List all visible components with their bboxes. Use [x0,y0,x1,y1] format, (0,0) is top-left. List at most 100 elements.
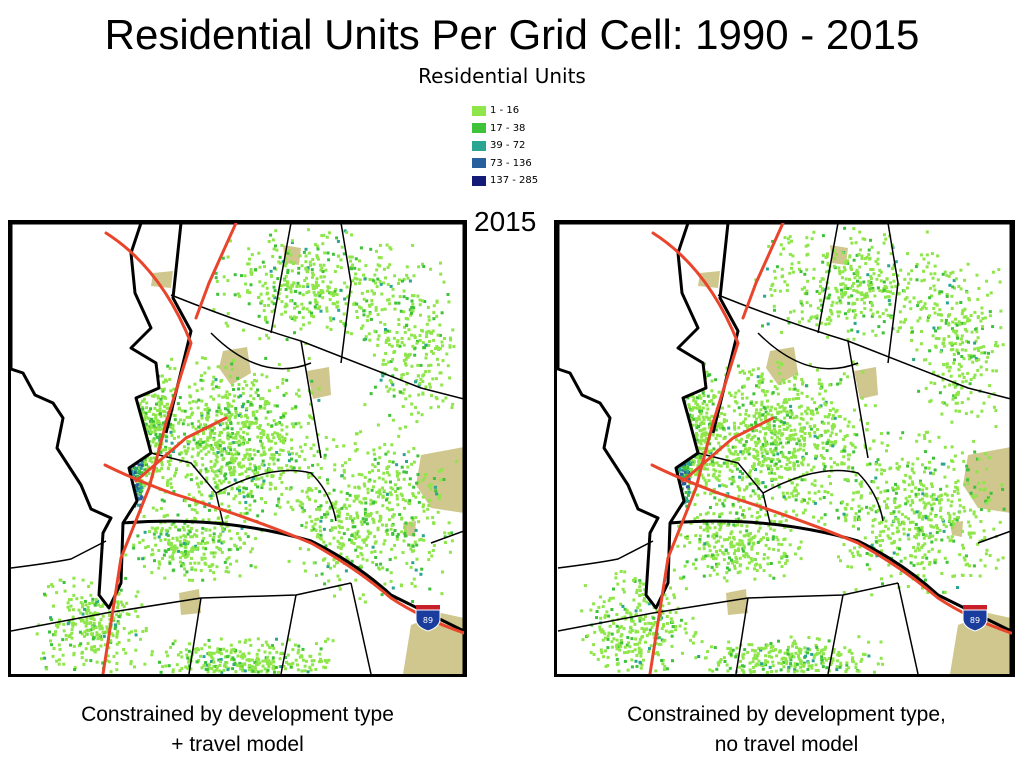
development-cell [257,658,261,662]
development-cell [744,409,748,413]
development-cell [357,486,361,490]
development-cell [91,614,95,618]
development-cell [359,520,363,524]
development-cell [167,538,171,542]
development-cell [191,578,195,582]
development-cell [329,566,333,570]
development-cell [392,388,396,392]
development-cell [401,391,405,395]
development-cell [301,510,305,514]
development-cell [314,499,317,503]
development-cell [261,509,265,513]
development-cell [72,584,76,588]
development-cell [231,383,235,387]
development-cell [274,666,278,669]
development-cell [134,594,138,598]
development-cell [244,487,248,491]
development-cell [285,280,289,284]
development-cell [430,554,434,558]
development-cell [319,537,323,541]
development-cell [455,460,459,463]
legend-item: 137 - 285 [472,172,538,190]
development-cell [52,633,56,637]
development-cell [746,376,750,380]
development-cell [389,579,393,583]
development-cell [408,279,412,283]
development-cell [384,328,387,331]
development-cell [336,300,339,304]
development-cell [421,478,425,482]
development-cell [219,379,223,383]
development-cell [344,506,348,510]
development-cell [262,463,266,467]
development-cell [195,389,199,393]
open-land-area [179,589,201,615]
development-cell [771,451,775,455]
development-cell [157,400,161,404]
development-cell [208,534,212,538]
development-cell [186,473,190,477]
development-cell [397,301,401,305]
development-cell [146,545,150,548]
development-cell [67,608,71,612]
development-cell [256,388,260,392]
development-cell [250,547,254,551]
development-cell [301,285,305,289]
development-cell [418,382,422,385]
development-cell [181,551,185,555]
development-cell [820,382,824,386]
development-cell [67,620,71,623]
development-cell [739,450,743,454]
development-cell [314,667,318,671]
development-cell [384,352,388,355]
development-cell [67,598,71,602]
development-cell [401,405,405,408]
development-cell [88,611,92,615]
development-cell [167,664,171,668]
development-cell [818,434,822,438]
development-cell [345,492,349,495]
development-cell [336,545,340,549]
development-cell [756,454,760,457]
development-cell [327,579,331,583]
development-cell [204,467,208,471]
development-cell [720,406,724,410]
development-cell [776,392,780,396]
development-cell [270,469,274,473]
development-cell [272,281,276,285]
development-cell [345,497,349,501]
development-cell [761,444,765,448]
development-cell [852,491,856,495]
development-cell [50,643,53,647]
development-cell [326,289,330,293]
development-cell [316,463,320,467]
development-cell [375,510,379,514]
development-cell [318,529,322,533]
development-cell [832,442,836,446]
development-cell [284,486,288,490]
development-cell [224,655,227,659]
development-cell [274,422,278,426]
development-cell [237,485,241,489]
development-cell [410,311,413,315]
development-cell [391,487,395,491]
development-cell [439,478,443,482]
development-cell [160,527,164,531]
development-cell [205,541,209,545]
development-cell [168,526,172,530]
development-cell [100,604,104,608]
development-cell [372,452,376,456]
development-cell [734,462,738,466]
development-cell [173,544,177,548]
development-cell [325,447,329,451]
development-cell [810,397,814,401]
development-cell [264,318,267,322]
development-cell [411,243,415,247]
development-cell [774,462,778,466]
development-cell [411,302,415,306]
development-cell [210,667,214,671]
development-cell [728,477,732,481]
development-cell [169,430,173,434]
development-cell [143,457,147,461]
development-cell [324,544,328,548]
